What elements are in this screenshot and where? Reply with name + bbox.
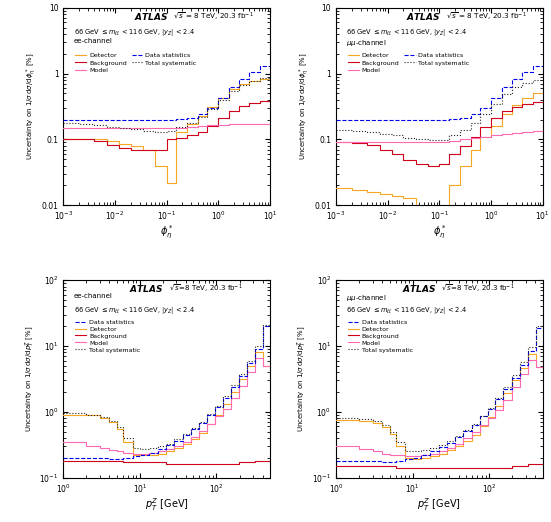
X-axis label: $\phi^*_\eta$: $\phi^*_\eta$ [160,224,174,241]
Text: 66 GeV $\leq m_{\ell\ell}$ < 116 GeV, $|y_Z|$ < 2.4: 66 GeV $\leq m_{\ell\ell}$ < 116 GeV, $|… [347,304,468,315]
X-axis label: $p_T^Z$ [GeV]: $p_T^Z$ [GeV] [418,496,461,513]
Y-axis label: Uncertainty on $1/\sigma\, \mathrm{d}\sigma/\mathrm{d}p_T^Z$ [%]: Uncertainty on $1/\sigma\, \mathrm{d}\si… [23,326,36,432]
X-axis label: $\phi^*_\eta$: $\phi^*_\eta$ [433,224,446,241]
Text: $\mu\mu$-channel: $\mu\mu$-channel [347,293,387,303]
Y-axis label: Uncertainty on $1/\sigma\, \mathrm{d}\sigma/\mathrm{d}\phi^*_\eta$ [%]: Uncertainty on $1/\sigma\, \mathrm{d}\si… [297,53,312,160]
Legend: Data statistics, Detector, Background, Model, Total systematic: Data statistics, Detector, Background, M… [345,317,415,355]
X-axis label: $p_T^Z$ [GeV]: $p_T^Z$ [GeV] [145,496,188,513]
Text: ee-channel: ee-channel [74,39,112,44]
Y-axis label: Uncertainty on $1/\sigma\, \mathrm{d}\sigma/\mathrm{d}p_T^Z$ [%]: Uncertainty on $1/\sigma\, \mathrm{d}\si… [296,326,309,432]
Text: $\bfit{ATLAS}$: $\bfit{ATLAS}$ [407,11,441,22]
Text: $\sqrt{s}$=8 TeV, 20.3 fb$^{-1}$: $\sqrt{s}$=8 TeV, 20.3 fb$^{-1}$ [441,283,515,295]
Legend: Data statistics, Detector, Background, Model, Total systematic: Data statistics, Detector, Background, M… [73,317,143,355]
Text: ee-channel: ee-channel [74,293,112,299]
Text: $\sqrt{s}$ = 8 TeV, 20.3 fb$^{-1}$: $\sqrt{s}$ = 8 TeV, 20.3 fb$^{-1}$ [173,11,253,23]
Text: $\mu\mu$-channel: $\mu\mu$-channel [347,39,387,49]
Legend: Detector, Background, Model, Data statistics, Total systematic: Detector, Background, Model, Data statis… [345,51,472,75]
Text: $\bfit{ATLAS}$: $\bfit{ATLAS}$ [133,11,168,22]
Text: $\sqrt{s}$=8 TeV, 20.3 fb$^{-1}$: $\sqrt{s}$=8 TeV, 20.3 fb$^{-1}$ [169,283,242,295]
Text: $\bfit{ATLAS}$: $\bfit{ATLAS}$ [402,283,436,294]
Text: 66 GeV $\leq m_{\ell\ell}$ < 116 GeV, $|y_Z|$ < 2.4: 66 GeV $\leq m_{\ell\ell}$ < 116 GeV, $|… [74,27,195,38]
Y-axis label: Uncertainty on $1/\sigma\, \mathrm{d}\sigma/\mathrm{d}\phi^*_\eta$ [%]: Uncertainty on $1/\sigma\, \mathrm{d}\si… [24,53,39,160]
Text: 66 GeV $\leq m_{\ell\ell}$ < 116 GeV, $|y_Z|$ < 2.4: 66 GeV $\leq m_{\ell\ell}$ < 116 GeV, $|… [347,27,468,38]
Legend: Detector, Background, Model, Data statistics, Total systematic: Detector, Background, Model, Data statis… [73,51,199,75]
Text: $\sqrt{s}$ = 8 TeV, 20.3 fb$^{-1}$: $\sqrt{s}$ = 8 TeV, 20.3 fb$^{-1}$ [446,11,526,23]
Text: $\bfit{ATLAS}$: $\bfit{ATLAS}$ [129,283,164,294]
Text: 66 GeV $\leq m_{\ell\ell}$ < 116 GeV, $|y_Z|$ < 2.4: 66 GeV $\leq m_{\ell\ell}$ < 116 GeV, $|… [74,304,195,315]
